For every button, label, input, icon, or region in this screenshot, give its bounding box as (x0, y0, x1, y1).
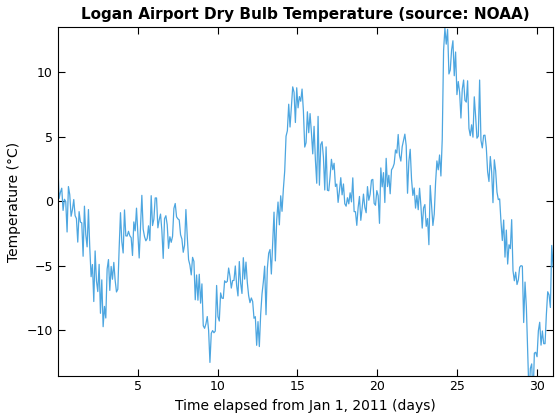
Y-axis label: Temperature (°C): Temperature (°C) (7, 142, 21, 262)
Title: Logan Airport Dry Bulb Temperature (source: NOAA): Logan Airport Dry Bulb Temperature (sour… (81, 7, 530, 22)
X-axis label: Time elapsed from Jan 1, 2011 (days): Time elapsed from Jan 1, 2011 (days) (175, 399, 436, 413)
